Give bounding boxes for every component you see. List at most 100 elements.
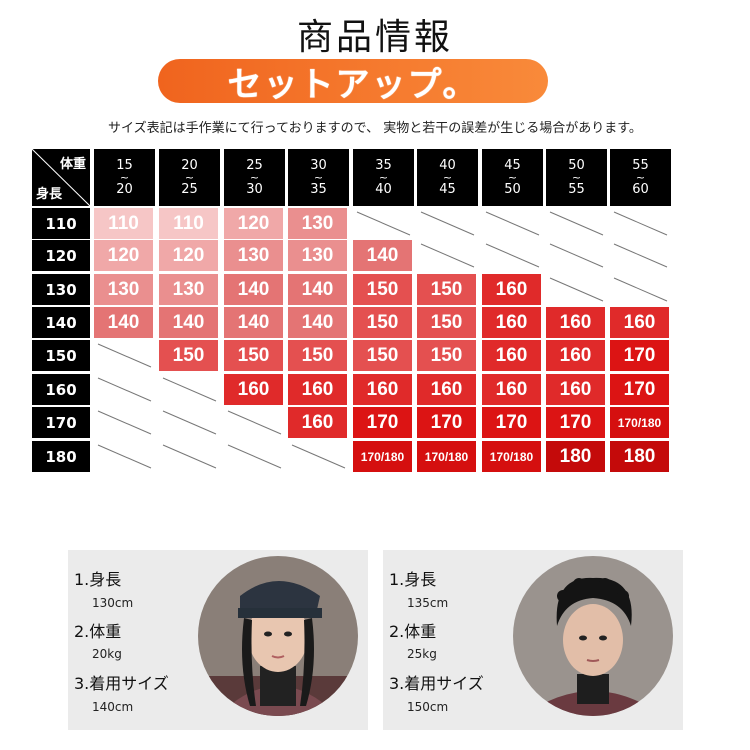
- model-2-photo: [513, 556, 673, 716]
- size-cell: 160: [353, 374, 412, 405]
- size-cell: 170/180: [417, 441, 476, 472]
- empty-cell-slash: [613, 211, 668, 236]
- weight-to: 60: [632, 181, 649, 197]
- table-corner: 体重 身長: [32, 149, 90, 206]
- height-header: 180: [32, 441, 90, 472]
- weight-to: 30: [246, 181, 263, 197]
- size-cell: 120: [94, 240, 153, 271]
- size-cell: 140: [224, 274, 283, 305]
- weight-tilde: ~: [378, 170, 389, 184]
- empty-cell-slash: [227, 410, 282, 435]
- weight-to: 25: [181, 181, 198, 197]
- size-cell: 170/180: [353, 441, 412, 472]
- size-cell: 130: [94, 274, 153, 305]
- size-cell: 130: [159, 274, 218, 305]
- size-cell: 150: [288, 340, 347, 371]
- page-title: 商品情報: [296, 17, 453, 58]
- weight-header: 50 ~55: [546, 149, 607, 206]
- size-cell: 170: [482, 407, 541, 438]
- size-cell: 140: [353, 240, 412, 271]
- model-2-size-label: 3.着用サイズ: [389, 674, 484, 693]
- size-cell: 150: [353, 307, 412, 338]
- model-1-size-value: 140cm: [92, 700, 134, 714]
- size-cell: 130: [288, 208, 347, 239]
- empty-cell-slash: [162, 444, 217, 469]
- size-cell: 120: [159, 240, 218, 271]
- size-cell: 170: [610, 374, 669, 405]
- model-1-photo: [198, 556, 358, 716]
- height-header: 160: [32, 374, 90, 405]
- height-header: 150: [32, 340, 90, 371]
- model-1-height-value: 130cm: [92, 596, 134, 610]
- weight-to: 55: [568, 181, 585, 197]
- empty-cell-slash: [420, 243, 475, 268]
- model-2-weight-label: 2.体重: [389, 622, 437, 641]
- corner-height-label: 身長: [36, 187, 63, 202]
- banner-text: セットアップ。: [227, 64, 479, 105]
- weight-header: 25 ~30: [224, 149, 285, 206]
- size-note: サイズ表記は手作業にて行っておりますので、 実物と若干の誤差が生じる場合がありま…: [108, 121, 642, 136]
- size-cell: 170: [546, 407, 605, 438]
- size-cell: 160: [546, 340, 605, 371]
- model-2-weight-value: 25kg: [407, 647, 437, 661]
- weight-from: 55: [632, 157, 649, 173]
- size-cell: 170: [610, 340, 669, 371]
- size-cell: 140: [288, 307, 347, 338]
- height-header: 110: [32, 208, 90, 239]
- size-cell: 160: [224, 374, 283, 405]
- empty-cell-slash: [97, 377, 152, 402]
- weight-tilde: ~: [249, 170, 260, 184]
- size-cell: 170: [417, 407, 476, 438]
- height-header: 130: [32, 274, 90, 305]
- weight-header: 35 ~40: [353, 149, 414, 206]
- weight-from: 50: [568, 157, 585, 173]
- size-cell: 140: [159, 307, 218, 338]
- weight-tilde: ~: [507, 170, 518, 184]
- empty-cell-slash: [227, 444, 282, 469]
- size-cell: 160: [546, 374, 605, 405]
- weight-tilde: ~: [184, 170, 195, 184]
- size-cell: 160: [610, 307, 669, 338]
- empty-cell-slash: [485, 243, 540, 268]
- size-cell: 180: [610, 441, 669, 472]
- size-cell: 180: [546, 441, 605, 472]
- model-1-weight-label: 2.体重: [74, 622, 122, 641]
- size-cell: 110: [159, 208, 218, 239]
- size-cell: 150: [417, 307, 476, 338]
- model-1-size-label: 3.着用サイズ: [74, 674, 169, 693]
- empty-cell-slash: [485, 211, 540, 236]
- empty-cell-slash: [613, 277, 668, 302]
- size-cell: 160: [482, 307, 541, 338]
- model-1-weight-value: 20kg: [92, 647, 122, 661]
- size-cell: 170/180: [482, 441, 541, 472]
- size-cell: 150: [353, 274, 412, 305]
- empty-cell-slash: [97, 343, 152, 368]
- size-cell: 160: [482, 274, 541, 305]
- weight-from: 15: [116, 157, 133, 173]
- size-cell: 140: [94, 307, 153, 338]
- corner-diagonal: [32, 149, 90, 206]
- corner-weight-label: 体重: [59, 157, 86, 172]
- empty-cell-slash: [97, 410, 152, 435]
- weight-to: 35: [310, 181, 327, 197]
- empty-cell-slash: [549, 277, 604, 302]
- weight-from: 35: [375, 157, 392, 173]
- size-cell: 130: [288, 240, 347, 271]
- size-cell: 170/180: [610, 407, 669, 438]
- weight-tilde: ~: [571, 170, 582, 184]
- size-cell: 140: [224, 307, 283, 338]
- size-cell: 110: [94, 208, 153, 239]
- size-cell: 140: [288, 274, 347, 305]
- weight-to: 50: [504, 181, 521, 197]
- empty-cell-slash: [162, 410, 217, 435]
- size-cell: 170: [353, 407, 412, 438]
- model-2-height-label: 1.身長: [389, 570, 437, 589]
- model-2-height-value: 135cm: [407, 596, 449, 610]
- weight-to: 40: [375, 181, 392, 197]
- weight-tilde: ~: [635, 170, 646, 184]
- size-cell: 160: [482, 374, 541, 405]
- size-cell: 160: [288, 407, 347, 438]
- empty-cell-slash: [420, 211, 475, 236]
- weight-header: 20 ~25: [159, 149, 220, 206]
- weight-tilde: ~: [442, 170, 453, 184]
